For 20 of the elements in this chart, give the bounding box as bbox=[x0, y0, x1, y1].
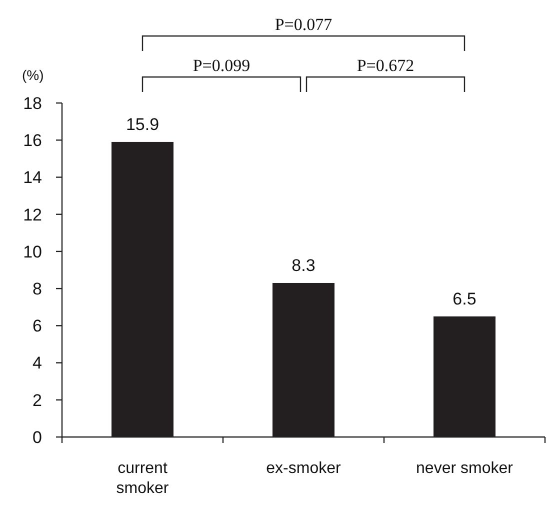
y-tick-label: 0 bbox=[32, 428, 42, 447]
y-tick-label: 18 bbox=[23, 94, 42, 113]
y-tick-label: 2 bbox=[32, 390, 42, 410]
y-tick-label: 4 bbox=[32, 354, 42, 373]
y-tick-label: 16 bbox=[23, 131, 42, 150]
data-label: 8.3 bbox=[292, 256, 316, 275]
text: P=0.099 bbox=[192, 56, 250, 75]
y-tick-label: 12 bbox=[23, 205, 42, 224]
data-label: 15.9 bbox=[126, 114, 160, 134]
y-tick-label: 14 bbox=[23, 168, 42, 188]
x-tick-label: never smoker bbox=[416, 460, 514, 477]
text: P=0.672 bbox=[356, 56, 414, 75]
y-tick-label: 10 bbox=[23, 242, 42, 262]
x-tick-label: current smoker bbox=[116, 460, 170, 497]
y-axis-title: (%) bbox=[22, 67, 44, 83]
y-tick-label: 6 bbox=[32, 316, 42, 336]
data-label: 6.5 bbox=[452, 289, 476, 308]
text: P=0.077 bbox=[274, 15, 333, 34]
y-tick-label: 8 bbox=[32, 280, 42, 299]
x-tick-label: ex-smoker bbox=[266, 460, 342, 477]
